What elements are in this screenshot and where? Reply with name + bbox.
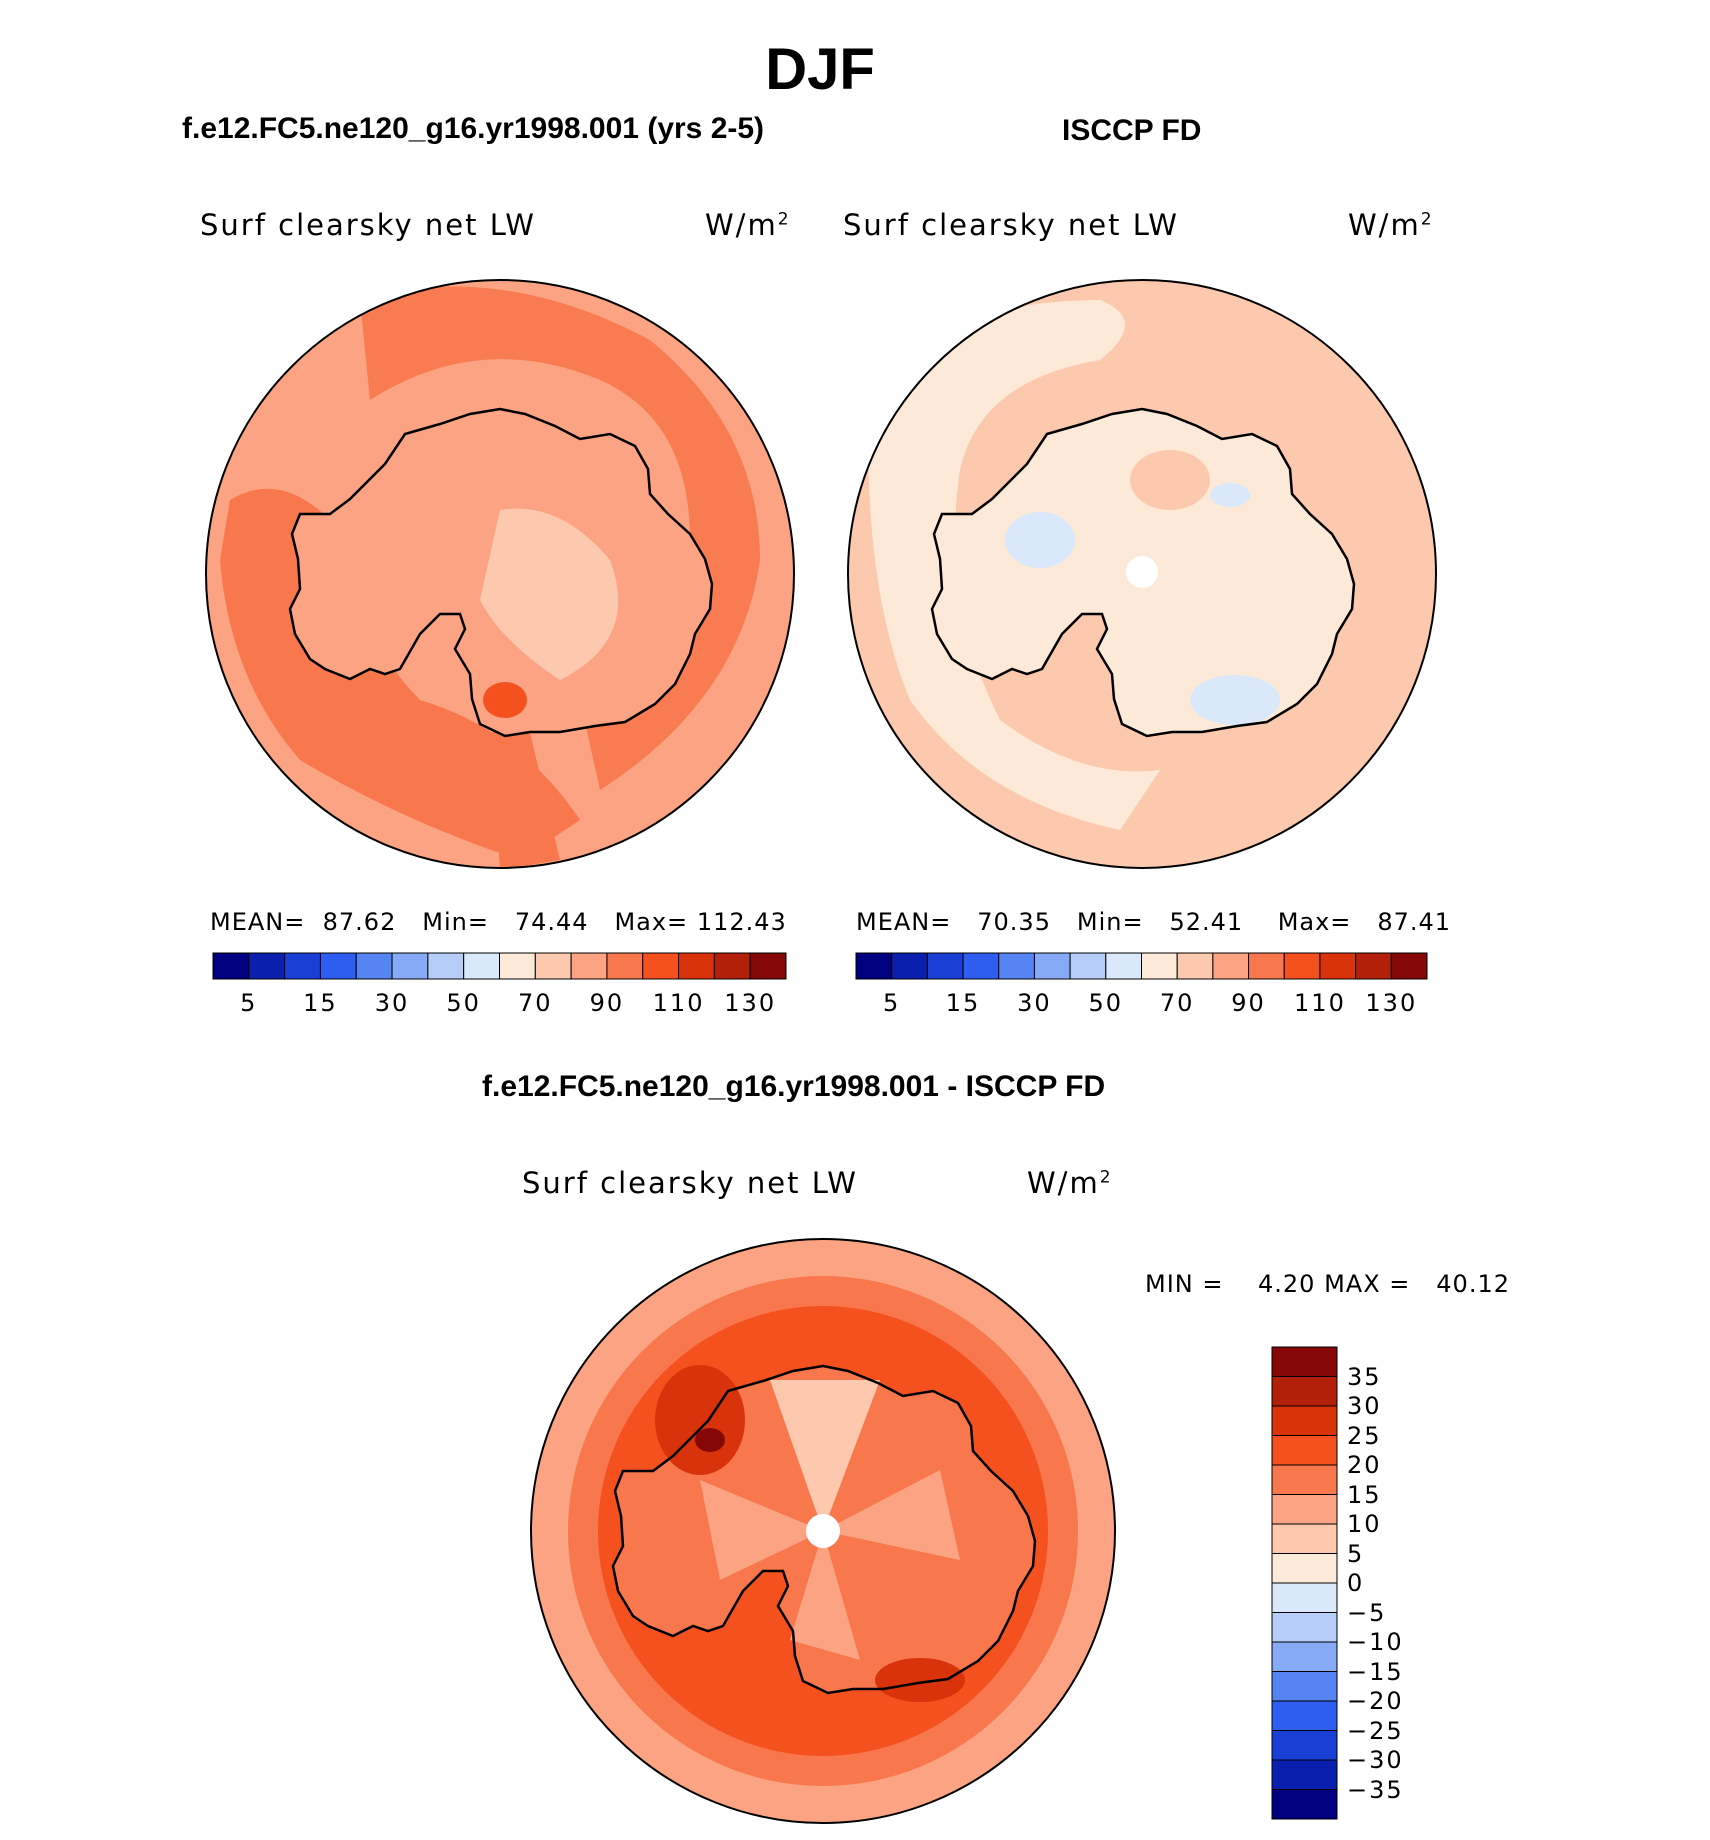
colorbar-tick-label: 15	[945, 989, 981, 1017]
panel-2-stats: MEAN= 70.35 Min= 52.41 Max= 87.41	[856, 908, 1452, 936]
colorbar-tick-label: 90	[1231, 989, 1266, 1017]
colorbar-box	[1283, 952, 1321, 980]
colorbar-box	[678, 952, 715, 980]
colorbar-tick-label: −25	[1347, 1716, 1404, 1745]
panel-1-units: W/m2	[705, 208, 791, 242]
colorbar-tick-label: 10	[1347, 1510, 1382, 1538]
colorbar-tick-label: −15	[1347, 1657, 1404, 1686]
colorbar-box	[1271, 1582, 1338, 1613]
panel-1-stats: MEAN= 87.62 Min= 74.44 Max= 112.43	[210, 908, 787, 936]
colorbar-box	[1390, 952, 1428, 980]
colorbar-2	[855, 952, 1428, 980]
colorbar-tick-label: −20	[1347, 1687, 1404, 1715]
colorbar-box	[534, 952, 572, 980]
colorbar-1	[212, 952, 787, 980]
colorbar-tick-label: 130	[724, 989, 777, 1017]
colorbar-tick-label: 30	[1017, 989, 1052, 1017]
colorbar-tick-label: 130	[1365, 989, 1418, 1017]
colorbar-tick-label: 50	[446, 989, 481, 1017]
panel-1-title: f.e12.FC5.ne120_g16.yr1998.001 (yrs 2-5)	[182, 112, 765, 145]
colorbar-box	[355, 952, 393, 980]
colorbar-box	[570, 952, 608, 980]
panel-2-map	[847, 279, 1437, 869]
colorbar-box	[1271, 1671, 1338, 1702]
colorbar-box	[1271, 1405, 1338, 1436]
colorbar-tick-label: 15	[1347, 1480, 1382, 1509]
colorbar-tick-label: 35	[1347, 1362, 1382, 1391]
panel-3-units: W/m2	[1027, 1166, 1113, 1200]
colorbar-box	[926, 952, 964, 980]
colorbar-tick-label: 5	[1347, 1539, 1365, 1568]
colorbar-box	[1271, 1346, 1338, 1377]
colorbar-box	[1033, 952, 1071, 980]
colorbar-box	[212, 952, 250, 980]
colorbar-tick-label: 20	[1347, 1451, 1382, 1479]
panel-2-variable: Surf clearsky net LW	[843, 208, 1179, 242]
panel-1-map	[205, 279, 795, 869]
main-title: DJF	[765, 37, 875, 102]
colorbar-tick-label: −5	[1347, 1598, 1387, 1627]
colorbar-tick-label: −35	[1347, 1775, 1404, 1804]
colorbar-box	[1105, 952, 1142, 980]
colorbar-box	[499, 952, 536, 980]
colorbar-tick-label: 50	[1088, 989, 1124, 1017]
colorbar-box	[749, 952, 787, 980]
panel-3-title: f.e12.FC5.ne120_g16.yr1998.001 - ISCCP F…	[482, 1070, 1106, 1103]
colorbar-tick-label: 30	[374, 989, 410, 1017]
colorbar-box	[1271, 1641, 1338, 1672]
panel-3-stats: MIN = 4.20 MAX = 40.12	[1145, 1270, 1510, 1298]
colorbar-box	[1271, 1700, 1338, 1731]
colorbar-box	[319, 952, 357, 980]
colorbar-tick-label: 15	[303, 989, 338, 1017]
colorbar-tick-label: 110	[652, 989, 705, 1017]
colorbar-box	[1271, 1759, 1338, 1790]
colorbar-tick-label: 70	[1159, 989, 1195, 1017]
colorbar-box	[1176, 952, 1214, 980]
colorbar-box	[1271, 1376, 1338, 1407]
panel-3-map	[530, 1238, 1116, 1824]
colorbar-box	[391, 952, 429, 980]
panel-2-title: ISCCP FD	[1062, 114, 1202, 147]
colorbar-tick-label: 5	[883, 989, 901, 1017]
colorbar-tick-label: 90	[589, 989, 625, 1017]
colorbar-box	[998, 952, 1035, 980]
colorbar-box	[284, 952, 321, 980]
colorbar-box	[642, 952, 680, 980]
panel-2-units: W/m2	[1348, 208, 1434, 242]
colorbar-box	[1212, 952, 1250, 980]
colorbar-box	[1141, 952, 1178, 980]
colorbar-tick-label: 5	[240, 989, 258, 1017]
colorbar-box	[962, 952, 1000, 980]
colorbar-tick-label: 110	[1294, 989, 1346, 1017]
colorbar-box	[891, 952, 928, 980]
colorbar-tick-label: 70	[518, 989, 553, 1017]
colorbar-box	[427, 952, 465, 980]
colorbar-box	[1271, 1523, 1338, 1554]
colorbar-box	[1319, 952, 1357, 980]
colorbar-box	[606, 952, 644, 980]
colorbar-3	[1271, 1346, 1338, 1820]
colorbar-tick-label: −10	[1347, 1628, 1404, 1656]
colorbar-box	[1271, 1612, 1338, 1643]
panel-1-variable: Surf clearsky net LW	[200, 208, 536, 242]
colorbar-box	[1355, 952, 1392, 980]
colorbar-tick-label: 0	[1347, 1569, 1365, 1597]
colorbar-box	[1271, 1789, 1338, 1820]
panel-3-variable: Surf clearsky net LW	[522, 1166, 858, 1200]
colorbar-box	[855, 952, 893, 980]
colorbar-box	[713, 952, 751, 980]
colorbar-box	[1271, 1553, 1338, 1584]
colorbar-box	[1248, 952, 1285, 980]
colorbar-tick-label: 25	[1347, 1421, 1382, 1450]
colorbar-box	[1271, 1730, 1338, 1761]
colorbar-box	[1271, 1464, 1338, 1495]
colorbar-box	[463, 952, 500, 980]
colorbar-box	[248, 952, 286, 980]
colorbar-tick-label: 30	[1347, 1392, 1382, 1420]
colorbar-tick-label: −30	[1347, 1746, 1404, 1774]
colorbar-box	[1271, 1435, 1338, 1466]
colorbar-box	[1069, 952, 1107, 980]
colorbar-box	[1271, 1494, 1338, 1525]
